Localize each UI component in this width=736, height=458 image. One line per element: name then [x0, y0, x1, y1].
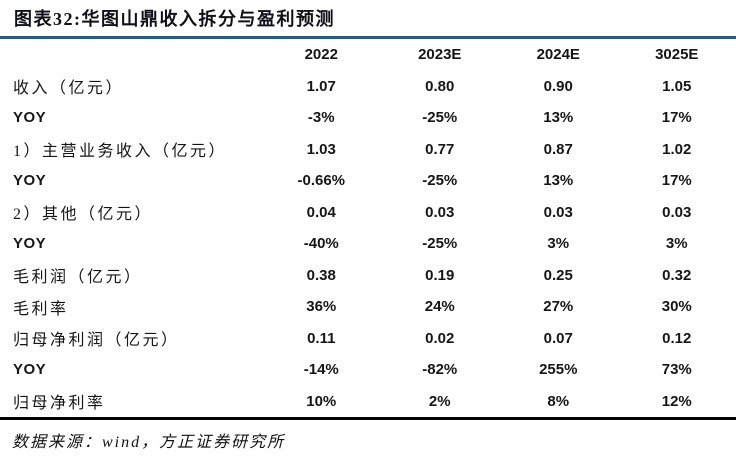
table-cell: -25% — [422, 109, 458, 127]
table-cell: 255% — [539, 361, 578, 379]
row-label: 归母净利率 — [13, 395, 106, 413]
table-cell: 0.25 — [543, 266, 573, 284]
table-row: YOY -0.66% -25% 13% 17% — [0, 165, 736, 197]
table-cell: 0.77 — [425, 140, 455, 158]
table-cell: 12% — [661, 392, 692, 410]
table-cell: 3% — [547, 235, 570, 253]
column-header-blank — [0, 39, 262, 71]
table-bottom-rule — [0, 417, 736, 420]
table-cell: 0.90 — [543, 77, 573, 95]
table-cell: 1.07 — [306, 77, 336, 95]
table-cell: 17% — [661, 172, 692, 190]
table-cell: 0.38 — [306, 266, 336, 284]
table-cell: 0.80 — [425, 77, 455, 95]
forecast-table: 2022 2023E 2024E 3025E 收入（亿元） 1.07 0.80 0.90 1.… — [0, 39, 736, 417]
table-cell: 0.07 — [543, 329, 573, 347]
table-cell: 0.11 — [307, 329, 336, 347]
row-label: YOY — [13, 172, 47, 190]
table-cell: -14% — [303, 361, 339, 379]
row-label: YOY — [13, 361, 47, 379]
table-cell: 0.32 — [662, 266, 692, 284]
table-header-row: 2022 2023E 2024E 3025E — [0, 39, 736, 71]
row-label: 1）主营业务收入（亿元） — [13, 143, 228, 161]
column-header: 2022 — [304, 46, 338, 64]
table-body: 收入（亿元） 1.07 0.80 0.90 1.05 YOY -3% -25% 13% 17% 1）… — [0, 71, 736, 418]
row-label: 归母净利润（亿元） — [13, 332, 180, 350]
table-row: 归母净利润（亿元） 0.11 0.02 0.07 0.12 — [0, 323, 736, 355]
row-label: 收入（亿元） — [13, 80, 125, 98]
table-cell: 0.04 — [306, 203, 336, 221]
table-cell: 0.19 — [425, 266, 455, 284]
data-source-note: 数据来源：wind，方正证券研究所 — [12, 434, 286, 451]
row-label: 毛利润（亿元） — [13, 269, 143, 287]
table-cell: -25% — [422, 172, 458, 190]
figure-title: 图表32:华图山鼎收入拆分与盈利预测 — [14, 9, 335, 29]
table-row: 毛利率 36% 24% 27% 30% — [0, 291, 736, 323]
table-cell: 24% — [424, 298, 455, 316]
table-row: YOY -40% -25% 3% 3% — [0, 228, 736, 260]
column-header: 3025E — [655, 46, 699, 64]
table-cell: 2% — [428, 392, 451, 410]
table-cell: 0.03 — [425, 203, 455, 221]
table-row: 归母净利率 10% 2% 8% 12% — [0, 386, 736, 418]
table-cell: 13% — [543, 109, 574, 127]
table-cell: 0.12 — [662, 329, 692, 347]
table-cell: -3% — [307, 109, 335, 127]
table-row: 1）主营业务收入（亿元） 1.03 0.77 0.87 1.02 — [0, 134, 736, 166]
table-cell: 27% — [543, 298, 574, 316]
table-cell: 0.02 — [425, 329, 455, 347]
table-cell: 0.03 — [543, 203, 573, 221]
table-cell: 1.02 — [662, 140, 692, 158]
table-cell: -25% — [422, 235, 458, 253]
table-row: 收入（亿元） 1.07 0.80 0.90 1.05 — [0, 71, 736, 103]
row-label: 2）其他（亿元） — [13, 206, 154, 224]
table-cell: 8% — [547, 392, 570, 410]
table-cell: 36% — [306, 298, 337, 316]
table-cell: 73% — [661, 361, 692, 379]
table-row: YOY -3% -25% 13% 17% — [0, 102, 736, 134]
table-cell: 10% — [306, 392, 337, 410]
table-cell: 0.87 — [543, 140, 573, 158]
column-header: 2024E — [536, 46, 580, 64]
column-header: 2023E — [418, 46, 462, 64]
row-label: 毛利率 — [13, 300, 69, 318]
table-cell: 30% — [661, 298, 692, 316]
table-cell: -0.66% — [297, 172, 346, 190]
table-cell: -82% — [422, 361, 458, 379]
table-header: 2022 2023E 2024E 3025E — [0, 39, 736, 71]
table-cell: 1.05 — [662, 77, 692, 95]
table-row: YOY -14% -82% 255% 73% — [0, 354, 736, 386]
row-label: YOY — [13, 109, 47, 127]
table-cell: 0.03 — [662, 203, 692, 221]
table-cell: -40% — [303, 235, 339, 253]
table-row: 2）其他（亿元） 0.04 0.03 0.03 0.03 — [0, 197, 736, 229]
table-cell: 1.03 — [306, 140, 336, 158]
table-cell: 13% — [543, 172, 574, 190]
table-cell: 17% — [661, 109, 692, 127]
table-row: 毛利润（亿元） 0.38 0.19 0.25 0.32 — [0, 260, 736, 292]
title-divider-line — [0, 36, 736, 39]
table-cell: 3% — [665, 235, 688, 253]
row-label: YOY — [13, 235, 47, 253]
